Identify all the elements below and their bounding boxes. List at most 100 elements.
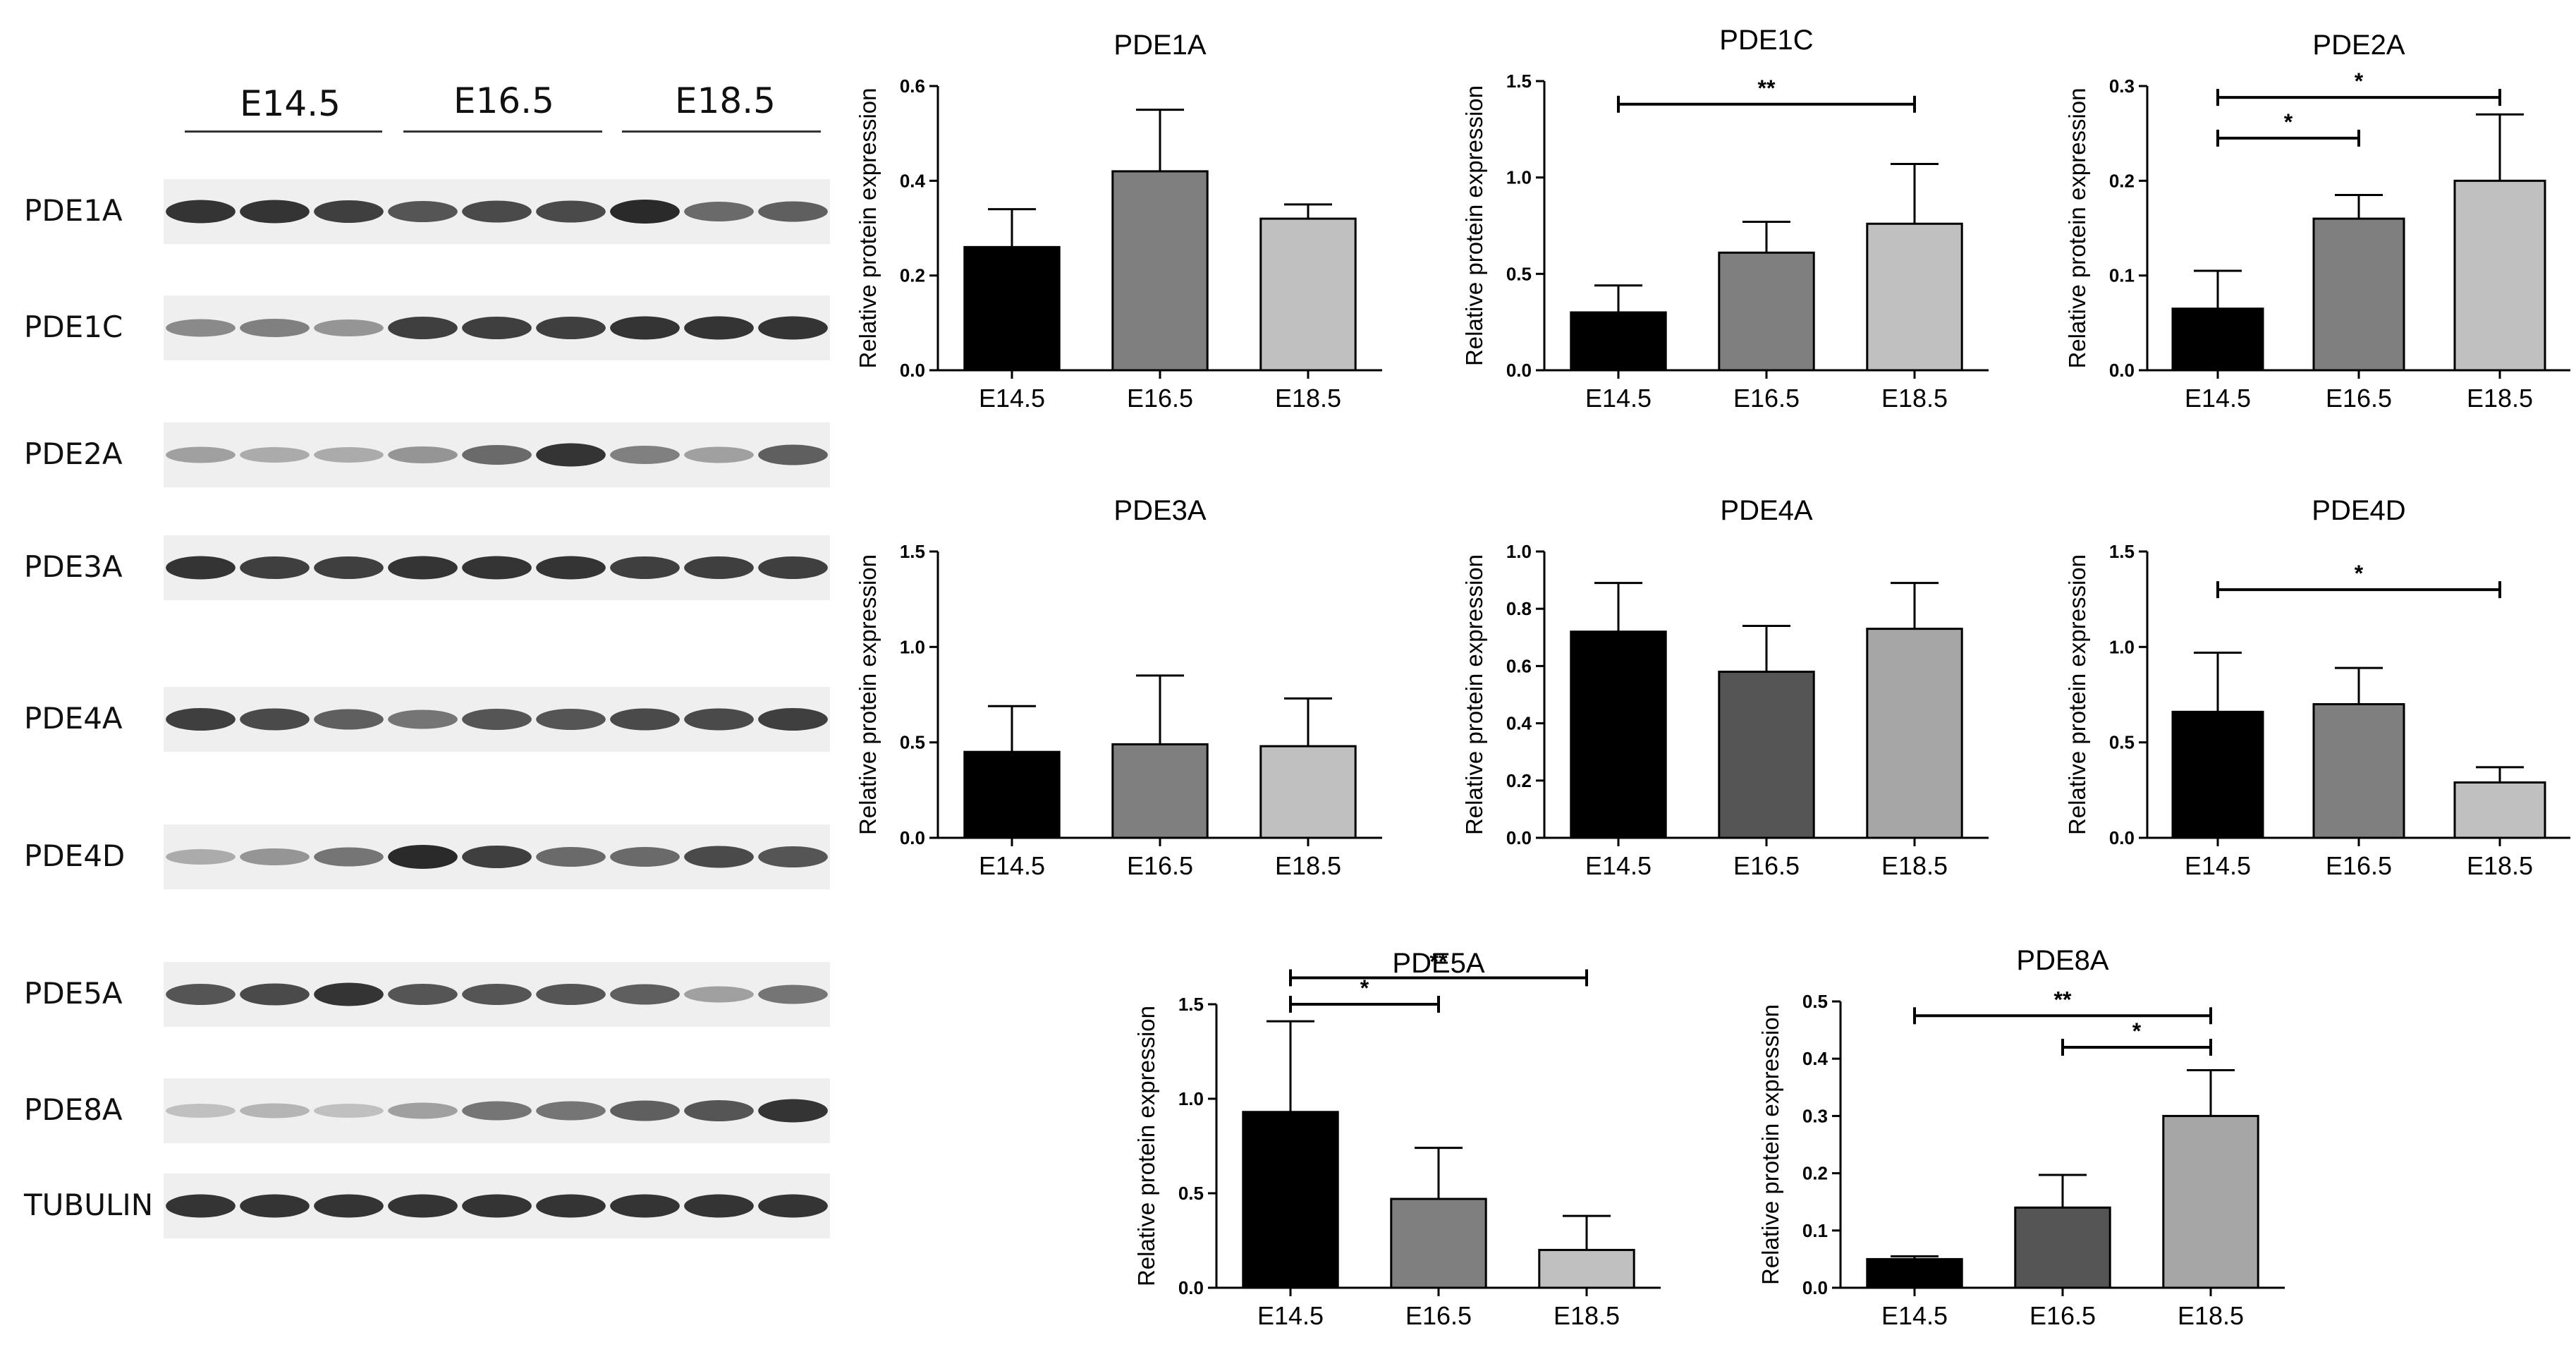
y-axis-label: Relative protein expression: [1133, 1006, 1159, 1286]
significance-label: *: [2355, 561, 2364, 586]
blot-band: [758, 1194, 828, 1218]
blot-band: [314, 556, 384, 579]
x-tick-label: E18.5: [1881, 384, 1948, 413]
bar: [2453, 781, 2546, 839]
chart-title: PDE2A: [2312, 30, 2405, 61]
blot-band: [610, 984, 680, 1005]
blot-band: [610, 847, 680, 867]
blot-strip: [164, 687, 830, 752]
significance-label: **: [2054, 987, 2072, 1012]
blot-row-label: PDE1A: [24, 193, 123, 228]
blot-band: [462, 1194, 532, 1218]
blot-band: [462, 200, 532, 223]
y-tick-label: 0.6: [900, 75, 925, 97]
x-tick-label: E18.5: [1275, 851, 1341, 880]
blot-band: [684, 556, 754, 579]
x-tick-label: E16.5: [1127, 851, 1193, 880]
blot-band: [240, 319, 310, 337]
blot-band: [240, 983, 310, 1006]
y-tick-label: 1.0: [1178, 1088, 1204, 1109]
blot-strip: [164, 422, 830, 487]
chart-title: PDE5A: [1392, 948, 1484, 979]
blot-band: [388, 1194, 458, 1218]
x-tick-label: E14.5: [2185, 851, 2251, 880]
blot-band: [684, 846, 754, 868]
blot-row-label: PDE2A: [24, 437, 123, 471]
y-tick-label: 1.5: [2109, 541, 2135, 562]
blot-band: [536, 200, 606, 223]
bar: [1538, 1248, 1635, 1289]
blot-band: [684, 316, 754, 340]
x-tick-label: E16.5: [2326, 851, 2392, 880]
blot-band: [684, 446, 754, 463]
blot-band: [240, 708, 310, 731]
x-tick-label: E18.5: [1275, 384, 1341, 413]
bar: [2162, 1114, 2259, 1289]
blot-band: [462, 556, 532, 580]
y-tick-label: 0.3: [2109, 75, 2135, 97]
blot-band: [388, 984, 458, 1005]
blot-band: [536, 1101, 606, 1121]
blot-band: [166, 1194, 236, 1218]
blot-band: [684, 202, 754, 221]
blot-band: [240, 556, 310, 579]
blot-band: [314, 447, 384, 463]
x-tick-label: E14.5: [2185, 384, 2251, 413]
bar: [1259, 745, 1357, 839]
blot-band: [388, 446, 458, 463]
y-tick-label: 1.5: [900, 541, 925, 562]
blot-band: [166, 849, 236, 865]
x-tick-label: E16.5: [1733, 384, 1800, 413]
significance-label: **: [1758, 75, 1776, 101]
blot-band: [610, 316, 680, 340]
y-tick-label: 0.8: [1506, 598, 1532, 619]
y-axis-label: Relative protein expression: [855, 554, 881, 835]
bar: [2453, 179, 2546, 372]
blot-strip: [164, 962, 830, 1027]
significance-label: **: [1430, 949, 1448, 974]
y-tick-label: 0.4: [900, 170, 926, 191]
bar: [1718, 671, 1815, 839]
significance-label: *: [2132, 1018, 2142, 1044]
bar: [2014, 1206, 2111, 1289]
blot-strip: [164, 1174, 830, 1238]
y-axis-label: Relative protein expression: [1461, 85, 1487, 366]
y-axis-label: Relative protein expression: [1461, 554, 1487, 835]
blot-row-label: PDE5A: [24, 976, 123, 1011]
y-tick-label: 1.5: [1178, 994, 1204, 1015]
blot-band: [388, 317, 458, 339]
y-tick-label: 0.1: [1802, 1220, 1828, 1241]
blot-band: [610, 200, 680, 224]
y-tick-label: 0.0: [2109, 360, 2135, 381]
chart-title: PDE4A: [1720, 495, 1812, 526]
blot-row-label: PDE8A: [24, 1092, 123, 1127]
blot-strip: [164, 179, 830, 244]
bar: [1866, 222, 1963, 372]
blot-band: [684, 986, 754, 1003]
blot-band: [388, 1102, 458, 1119]
blot-band: [610, 708, 680, 731]
blot-strip: [164, 1078, 830, 1143]
blot-band: [462, 317, 532, 339]
blot-strip: [164, 824, 830, 889]
blot-band: [536, 556, 606, 580]
stage-underline-e14: [185, 130, 382, 133]
x-tick-label: E14.5: [1881, 1301, 1948, 1330]
bar: [1866, 1257, 1963, 1289]
y-tick-label: 0.2: [900, 265, 925, 286]
blot-band: [314, 982, 384, 1006]
blot-band: [610, 556, 680, 579]
bar: [2312, 217, 2405, 372]
y-tick-label: 0.0: [900, 827, 925, 848]
blot-band: [684, 708, 754, 731]
blot-band: [758, 985, 828, 1004]
y-tick-label: 0.0: [1506, 360, 1532, 381]
bar: [1242, 1111, 1339, 1289]
blot-band: [536, 709, 606, 730]
blot-band: [536, 984, 606, 1005]
blot-band: [240, 447, 310, 463]
blot-band: [166, 708, 236, 731]
y-tick-label: 0.4: [1506, 713, 1532, 734]
stage-underline-e16: [403, 130, 602, 133]
blot-band: [684, 1100, 754, 1121]
